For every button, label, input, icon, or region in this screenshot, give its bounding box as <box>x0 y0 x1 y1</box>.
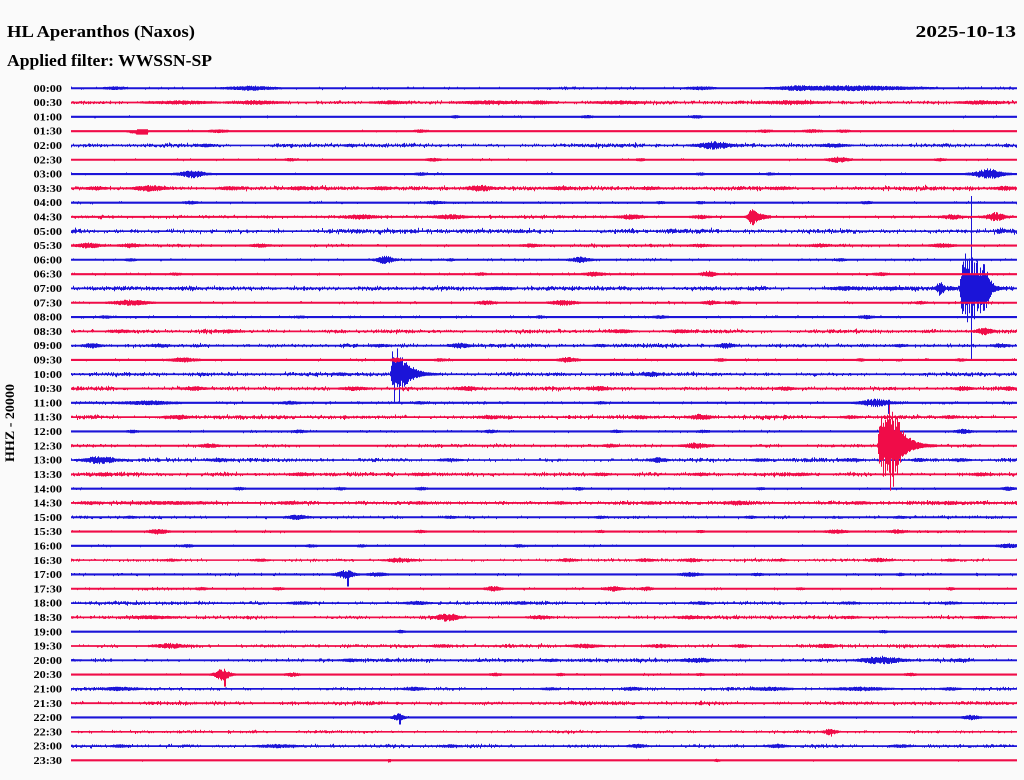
svg-text:00:00: 00:00 <box>34 84 63 95</box>
svg-text:06:30: 06:30 <box>34 270 63 281</box>
svg-text:03:00: 03:00 <box>34 170 63 181</box>
svg-text:18:00: 18:00 <box>34 599 63 610</box>
svg-text:06:00: 06:00 <box>34 255 63 266</box>
svg-text:23:30: 23:30 <box>34 756 63 767</box>
svg-text:14:00: 14:00 <box>34 484 63 495</box>
svg-text:23:00: 23:00 <box>34 742 63 753</box>
svg-text:04:30: 04:30 <box>34 213 63 224</box>
svg-text:00:30: 00:30 <box>34 98 63 109</box>
svg-text:09:30: 09:30 <box>34 356 63 367</box>
svg-text:10:30: 10:30 <box>34 384 63 395</box>
svg-text:21:30: 21:30 <box>34 699 63 710</box>
svg-text:11:30: 11:30 <box>34 413 63 424</box>
svg-text:13:00: 13:00 <box>34 456 63 467</box>
svg-text:20:30: 20:30 <box>34 670 63 681</box>
svg-text:20:00: 20:00 <box>34 656 63 667</box>
svg-text:Applied filter: WWSSN-SP: Applied filter: WWSSN-SP <box>7 51 212 70</box>
svg-text:11:00: 11:00 <box>34 398 63 409</box>
svg-text:01:00: 01:00 <box>34 112 63 123</box>
svg-text:15:00: 15:00 <box>34 513 63 524</box>
svg-text:HHZ - 20000: HHZ - 20000 <box>3 384 17 462</box>
svg-text:08:00: 08:00 <box>34 313 63 324</box>
svg-text:05:00: 05:00 <box>34 227 63 238</box>
svg-text:13:30: 13:30 <box>34 470 63 481</box>
svg-text:02:30: 02:30 <box>34 155 63 166</box>
svg-text:17:00: 17:00 <box>34 570 63 581</box>
svg-text:19:00: 19:00 <box>34 627 63 638</box>
svg-text:12:00: 12:00 <box>34 427 63 438</box>
svg-text:01:30: 01:30 <box>34 127 63 138</box>
svg-text:18:30: 18:30 <box>34 613 63 624</box>
svg-text:16:30: 16:30 <box>34 556 63 567</box>
svg-text:05:30: 05:30 <box>34 241 63 252</box>
svg-text:03:30: 03:30 <box>34 184 63 195</box>
svg-text:21:00: 21:00 <box>34 685 63 696</box>
svg-text:07:30: 07:30 <box>34 298 63 309</box>
svg-text:04:00: 04:00 <box>34 198 63 209</box>
svg-text:02:00: 02:00 <box>34 141 63 152</box>
svg-text:07:00: 07:00 <box>34 284 63 295</box>
svg-text:16:00: 16:00 <box>34 542 63 553</box>
svg-text:09:00: 09:00 <box>34 341 63 352</box>
svg-text:2025-10-13: 2025-10-13 <box>916 22 1017 41</box>
svg-text:08:30: 08:30 <box>34 327 63 338</box>
svg-text:15:30: 15:30 <box>34 527 63 538</box>
svg-text:14:30: 14:30 <box>34 499 63 510</box>
svg-text:12:30: 12:30 <box>34 441 63 452</box>
svg-text:22:00: 22:00 <box>34 713 63 724</box>
svg-text:HL Aperanthos (Naxos): HL Aperanthos (Naxos) <box>7 22 195 41</box>
svg-text:17:30: 17:30 <box>34 584 63 595</box>
svg-text:19:30: 19:30 <box>34 642 63 653</box>
svg-text:22:30: 22:30 <box>34 727 63 738</box>
svg-text:10:00: 10:00 <box>34 370 63 381</box>
